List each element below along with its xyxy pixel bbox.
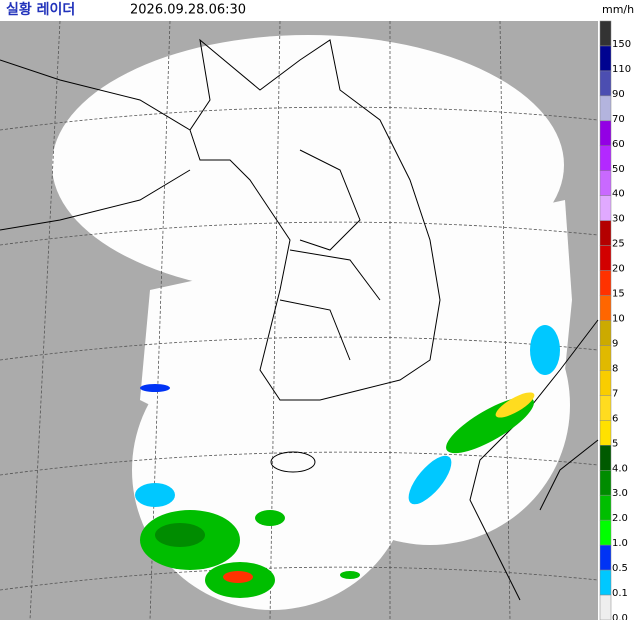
legend-label: 60 bbox=[612, 139, 625, 150]
legend-label: 7 bbox=[612, 388, 618, 399]
legend-swatch bbox=[599, 95, 612, 122]
timestamp: 2026.09.28.06:30 bbox=[130, 3, 246, 18]
legend-swatch bbox=[599, 320, 612, 346]
legend-label: 10 bbox=[612, 314, 625, 325]
legend-label: 1.0 bbox=[612, 538, 628, 549]
legend-label: 6 bbox=[612, 413, 618, 424]
legend-label: 25 bbox=[612, 239, 625, 250]
legend-swatch bbox=[599, 519, 612, 546]
title: 실황 레이더 bbox=[6, 1, 75, 18]
legend-label: 5 bbox=[612, 438, 618, 449]
legend-label: 110 bbox=[612, 64, 631, 75]
legend-label: 150 bbox=[612, 39, 631, 50]
legend-swatch bbox=[599, 594, 612, 621]
legend-swatch bbox=[599, 195, 612, 221]
legend-swatch bbox=[599, 20, 612, 47]
legend-swatch bbox=[599, 345, 612, 371]
legend-swatch bbox=[599, 145, 612, 172]
legend-swatch bbox=[599, 70, 612, 97]
legend-label: 15 bbox=[612, 289, 625, 300]
rain-echoes bbox=[135, 325, 560, 598]
legend-label: 2.0 bbox=[612, 513, 628, 524]
legend-label: 3.0 bbox=[612, 488, 628, 499]
legend-swatch bbox=[599, 420, 612, 446]
legend-label: 0.0 bbox=[612, 613, 628, 620]
legend-label: 0.1 bbox=[612, 588, 628, 599]
legend-label: 20 bbox=[612, 264, 625, 275]
legend-swatch bbox=[599, 120, 612, 147]
legend-swatch bbox=[599, 470, 612, 496]
legend-label: 9 bbox=[612, 338, 618, 349]
legend-swatch bbox=[599, 270, 612, 296]
legend-swatch bbox=[599, 395, 612, 421]
legend-label: 0.5 bbox=[612, 563, 628, 574]
legend-swatch bbox=[599, 45, 612, 72]
legend-label: 8 bbox=[612, 363, 618, 374]
legend-swatch bbox=[599, 494, 612, 521]
legend-swatch bbox=[599, 295, 612, 321]
legend-swatch bbox=[599, 220, 612, 246]
legend-label: 50 bbox=[612, 164, 625, 175]
legend-label: 30 bbox=[612, 214, 625, 225]
unit: mm/h bbox=[602, 3, 634, 16]
legend-swatch bbox=[599, 370, 612, 396]
legend-label: 4.0 bbox=[612, 463, 628, 474]
legend-swatch bbox=[599, 445, 612, 471]
map bbox=[0, 20, 599, 621]
legend-label: 70 bbox=[612, 114, 625, 125]
legend-label: 40 bbox=[612, 189, 625, 200]
legend: 150 110 90 70 60 50 40 30 25 20 15 10 9 8 7 6 5 4.0 3.0 2.0… bbox=[599, 20, 631, 624]
legend-swatch bbox=[599, 544, 612, 571]
coastlines bbox=[0, 38, 599, 601]
legend-swatch bbox=[599, 569, 612, 596]
legend-swatch bbox=[599, 245, 612, 271]
legend-label: 90 bbox=[612, 89, 625, 100]
legend-swatch bbox=[599, 170, 612, 196]
